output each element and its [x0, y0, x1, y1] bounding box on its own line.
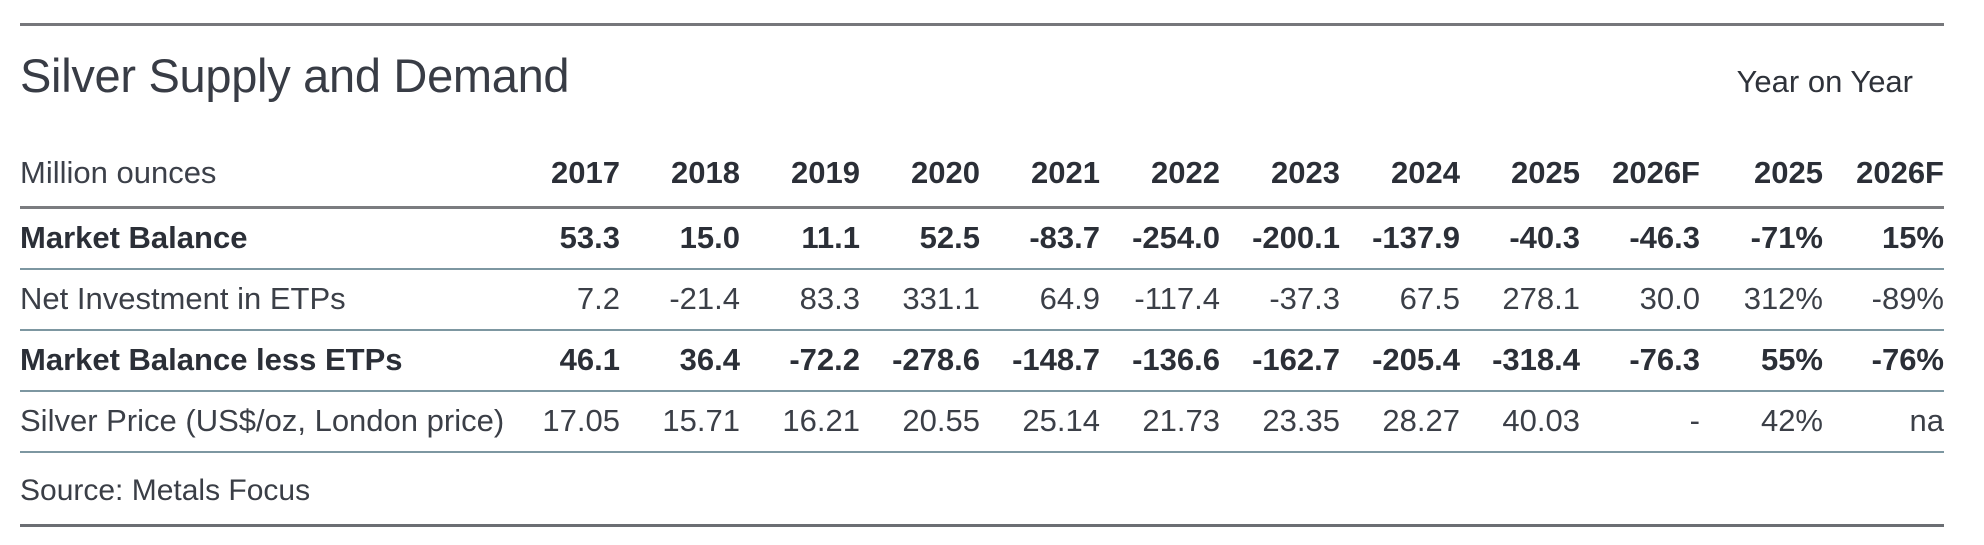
- table-row-silver-price: Silver Price (US$/oz, London price) 17.0…: [20, 391, 1944, 454]
- value-cell: -162.7: [1220, 330, 1340, 393]
- value-cell: 17.05: [500, 391, 620, 454]
- year-column-header: 2020: [860, 144, 980, 210]
- yoy-cell: 42%: [1700, 391, 1823, 454]
- value-cell: 25.14: [980, 391, 1100, 454]
- value-cell: -76.3: [1580, 330, 1700, 393]
- value-cell: 52.5: [860, 207, 980, 271]
- value-cell: -72.2: [740, 330, 860, 393]
- yoy-cell: na: [1823, 391, 1944, 454]
- value-cell: -117.4: [1100, 269, 1220, 332]
- value-cell: 83.3: [740, 269, 860, 332]
- yoy-column-header: 2025: [1700, 144, 1823, 210]
- bottom-rule: [20, 524, 1944, 528]
- exhibit-header: Silver Supply and Demand Year on Year: [20, 49, 1944, 102]
- value-cell: 23.35: [1220, 391, 1340, 454]
- value-cell: 11.1: [740, 207, 860, 271]
- value-cell: 16.21: [740, 391, 860, 454]
- value-cell: 28.27: [1340, 391, 1460, 454]
- row-label: Market Balance less ETPs: [20, 330, 500, 393]
- value-cell: -136.6: [1100, 330, 1220, 393]
- value-cell: 7.2: [500, 269, 620, 332]
- value-cell: -200.1: [1220, 207, 1340, 271]
- silver-supply-demand-exhibit: Silver Supply and Demand Year on Year Mi…: [0, 23, 1984, 545]
- value-cell: -254.0: [1100, 207, 1220, 271]
- yoy-cell: 15%: [1823, 207, 1944, 271]
- supply-demand-table: Million ounces 2017 2018 2019 2020 2021 …: [20, 144, 1944, 454]
- value-cell: 20.55: [860, 391, 980, 454]
- value-cell: -318.4: [1460, 330, 1580, 393]
- table-header-row: Million ounces 2017 2018 2019 2020 2021 …: [20, 144, 1944, 210]
- value-cell: -148.7: [980, 330, 1100, 393]
- row-label: Silver Price (US$/oz, London price): [20, 391, 504, 454]
- year-on-year-label: Year on Year: [1736, 64, 1913, 99]
- value-cell: 40.03: [1460, 391, 1580, 454]
- value-cell: 53.3: [500, 207, 620, 271]
- value-cell: -37.3: [1220, 269, 1340, 332]
- table-row-market-balance: Market Balance 53.3 15.0 11.1 52.5 -83.7…: [20, 207, 1944, 271]
- value-cell: 15.71: [620, 391, 740, 454]
- unit-label: Million ounces: [20, 144, 500, 210]
- yoy-column-header: 2026F: [1823, 144, 1944, 210]
- year-column-header: 2021: [980, 144, 1100, 210]
- year-column-header: 2019: [740, 144, 860, 210]
- yoy-cell: -89%: [1823, 269, 1944, 332]
- value-cell: -278.6: [860, 330, 980, 393]
- value-cell: 278.1: [1460, 269, 1580, 332]
- value-cell: 46.1: [500, 330, 620, 393]
- table-row-net-investment-etps: Net Investment in ETPs 7.2 -21.4 83.3 33…: [20, 269, 1944, 332]
- year-column-header: 2023: [1220, 144, 1340, 210]
- year-column-header: 2017: [500, 144, 620, 210]
- yoy-cell: -71%: [1700, 207, 1823, 271]
- value-cell: -83.7: [980, 207, 1100, 271]
- row-label: Market Balance: [20, 207, 500, 271]
- row-label: Net Investment in ETPs: [20, 269, 500, 332]
- table-row-market-balance-less-etps: Market Balance less ETPs 46.1 36.4 -72.2…: [20, 330, 1944, 393]
- yoy-cell: -76%: [1823, 330, 1944, 393]
- value-cell: 64.9: [980, 269, 1100, 332]
- top-rule: [20, 23, 1944, 26]
- value-cell: -205.4: [1340, 330, 1460, 393]
- value-cell: 331.1: [860, 269, 980, 332]
- exhibit-title: Silver Supply and Demand: [20, 49, 570, 102]
- value-cell: 21.73: [1100, 391, 1220, 454]
- year-column-header: 2025: [1460, 144, 1580, 210]
- value-cell: -: [1580, 391, 1700, 454]
- yoy-cell: 55%: [1700, 330, 1823, 393]
- value-cell: 15.0: [620, 207, 740, 271]
- year-column-header: 2026F: [1580, 144, 1700, 210]
- value-cell: -137.9: [1340, 207, 1460, 271]
- year-column-header: 2022: [1100, 144, 1220, 210]
- value-cell: -46.3: [1580, 207, 1700, 271]
- value-cell: -21.4: [620, 269, 740, 332]
- value-cell: 30.0: [1580, 269, 1700, 332]
- value-cell: -40.3: [1460, 207, 1580, 271]
- source-note: Source: Metals Focus: [20, 474, 311, 508]
- year-column-header: 2018: [620, 144, 740, 210]
- value-cell: 36.4: [620, 330, 740, 393]
- year-column-header: 2024: [1340, 144, 1460, 210]
- value-cell: 67.5: [1340, 269, 1460, 332]
- yoy-cell: 312%: [1700, 269, 1823, 332]
